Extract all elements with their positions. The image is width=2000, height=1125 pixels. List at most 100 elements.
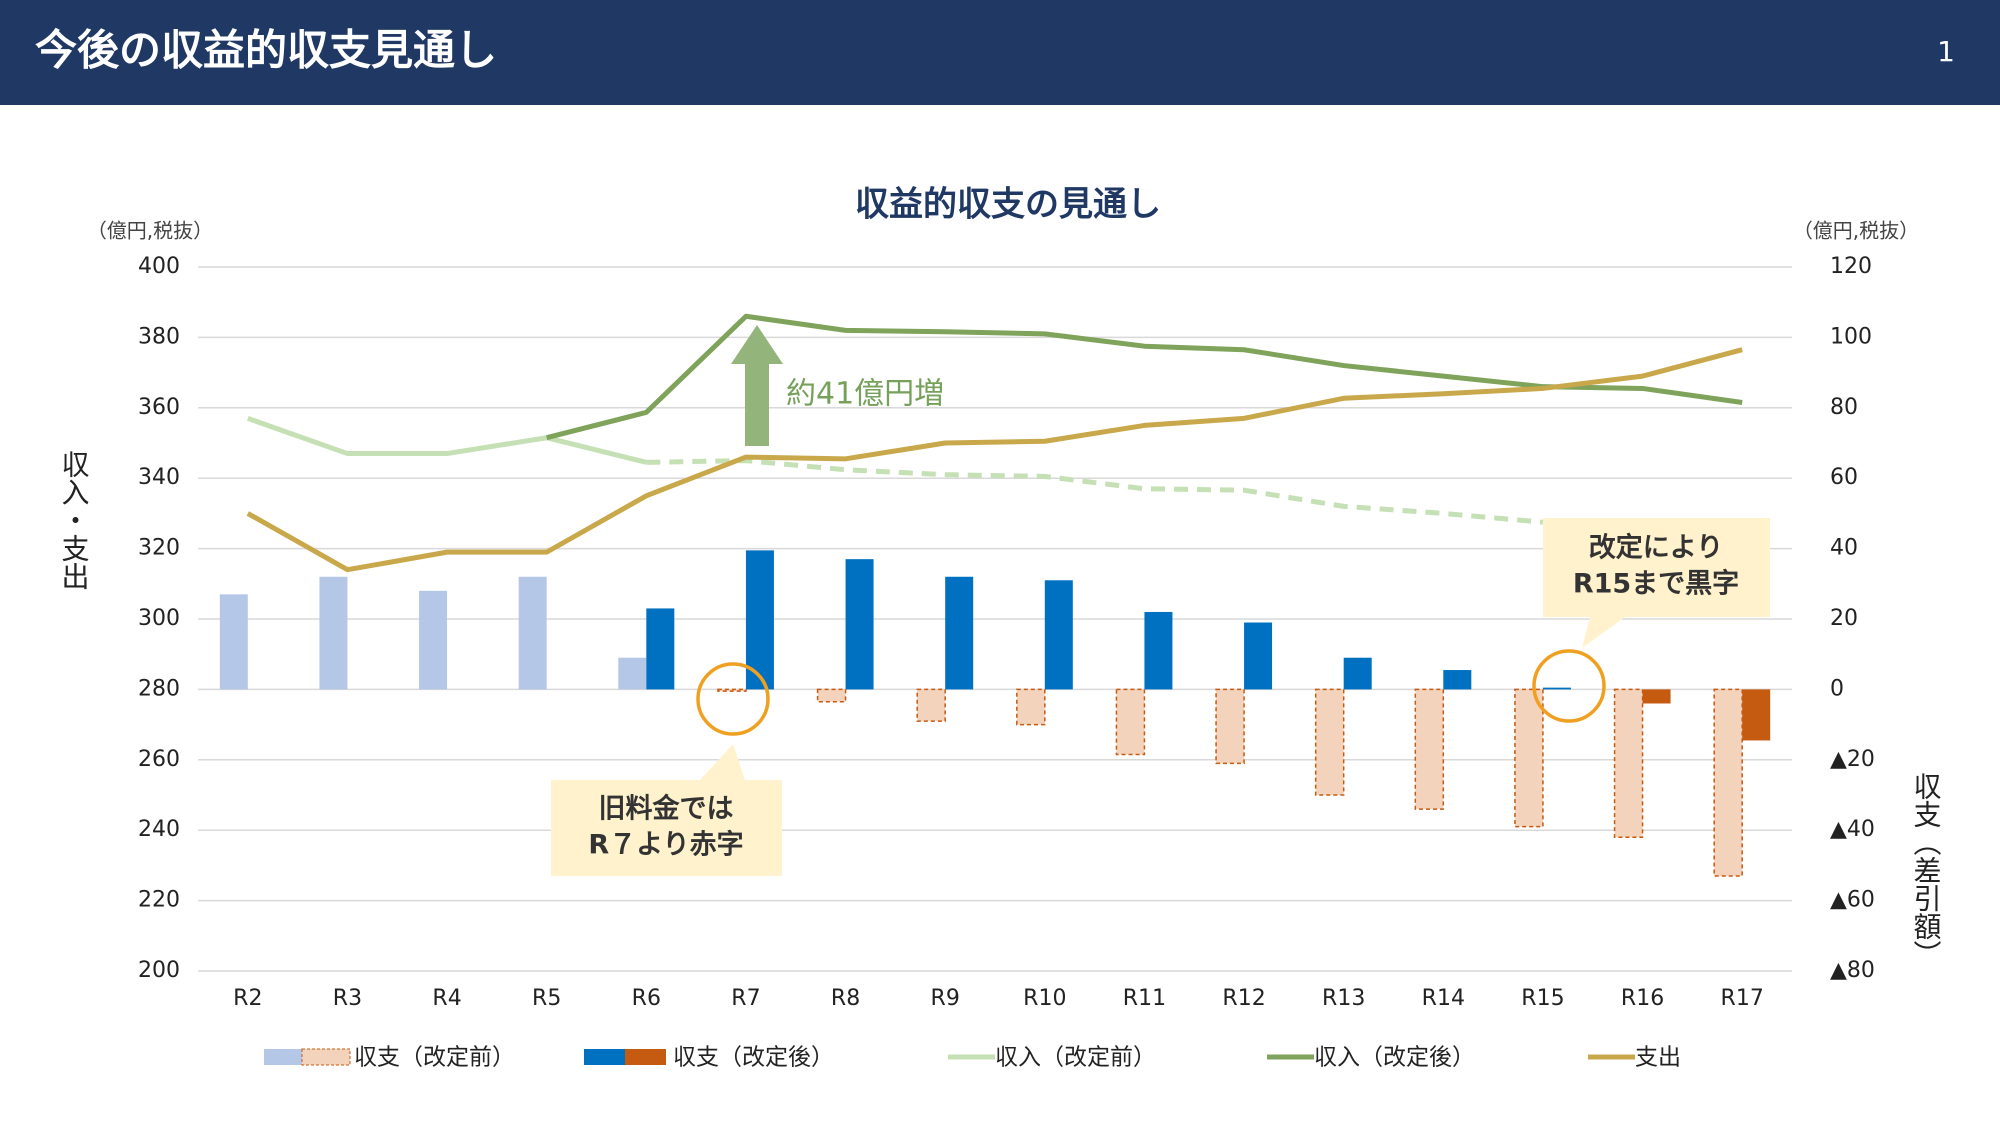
y-unit: （億円,税抜） bbox=[87, 219, 213, 243]
x-tick-label: R8 bbox=[831, 986, 860, 1011]
y2-tick-label: 40 bbox=[1830, 536, 1858, 561]
bar bbox=[646, 608, 675, 690]
x-tick-label: R17 bbox=[1721, 986, 1764, 1011]
legend-label: 支出 bbox=[1635, 1045, 1681, 1071]
y-tick-label: 340 bbox=[138, 465, 180, 490]
legend-swatch bbox=[584, 1049, 625, 1065]
y2-tick-label: 120 bbox=[1830, 254, 1872, 279]
bar bbox=[518, 576, 547, 690]
y-tick-label: 380 bbox=[138, 324, 180, 349]
bar bbox=[1215, 688, 1245, 765]
y-tick-label: 260 bbox=[138, 747, 180, 772]
y-tick-label: 400 bbox=[138, 254, 180, 279]
plot: 200220240260280300320340360380400▲80▲60▲… bbox=[138, 254, 1875, 1011]
bar bbox=[1044, 580, 1073, 690]
bar bbox=[1613, 688, 1644, 838]
legend-swatch bbox=[301, 1048, 351, 1066]
highlight-circle bbox=[696, 662, 770, 736]
bar bbox=[1642, 689, 1671, 704]
page-number: 1 bbox=[1937, 35, 1955, 68]
x-tick-label: R6 bbox=[632, 986, 661, 1011]
x-tick-label: R12 bbox=[1222, 986, 1265, 1011]
bar bbox=[1414, 688, 1445, 810]
bar bbox=[916, 688, 946, 722]
callout bbox=[1543, 518, 1770, 648]
bar bbox=[945, 576, 974, 690]
y2-tick-label: 60 bbox=[1830, 465, 1858, 490]
slide-title: 今後の収益的収支見通し bbox=[35, 26, 497, 75]
x-tick-label: R15 bbox=[1521, 986, 1564, 1011]
bar bbox=[717, 688, 747, 692]
legend-label: 収支（改定後） bbox=[673, 1045, 834, 1071]
legend-label: 収支（改定前） bbox=[354, 1045, 515, 1071]
legend-swatch bbox=[264, 1049, 302, 1065]
chart-title: 収益的収支の見通し bbox=[855, 185, 1161, 225]
bar bbox=[319, 576, 348, 690]
legend-label: 収入（改定前） bbox=[995, 1045, 1156, 1071]
legend: 収支（改定前） 収支（改定後） 収入（改定前） 収入（改定後） 支出 bbox=[264, 1045, 1681, 1071]
y-tick-label: 240 bbox=[138, 817, 180, 842]
x-tick-label: R11 bbox=[1123, 986, 1166, 1011]
callout-text: R15まで黒字 bbox=[1573, 568, 1739, 600]
y2-tick-label: 100 bbox=[1830, 324, 1872, 349]
x-tick-label: R9 bbox=[931, 986, 960, 1011]
y2-tick-label: 0 bbox=[1830, 676, 1844, 701]
y2-tick-label: ▲20 bbox=[1830, 747, 1875, 772]
line bbox=[246, 416, 647, 465]
y-tick-label: 360 bbox=[138, 395, 180, 420]
y2-axis-label: 収支（差引額） bbox=[1910, 772, 1943, 968]
bar bbox=[1343, 657, 1372, 690]
y-tick-label: 320 bbox=[138, 536, 180, 561]
bar bbox=[1016, 688, 1046, 726]
bar bbox=[816, 688, 847, 703]
y-axis-label: 収入・支出 bbox=[58, 450, 91, 590]
bar bbox=[1144, 611, 1173, 690]
x-tick-label: R5 bbox=[532, 986, 561, 1011]
x-tick-label: R7 bbox=[731, 986, 760, 1011]
line bbox=[246, 347, 1743, 573]
bar bbox=[1713, 688, 1743, 877]
y-tick-label: 200 bbox=[138, 958, 180, 983]
line bbox=[546, 313, 1743, 441]
bar bbox=[1542, 687, 1571, 690]
callout-text: R７より赤字 bbox=[588, 829, 743, 861]
callout-text: 改定により bbox=[1589, 532, 1723, 564]
y2-tick-label: ▲40 bbox=[1830, 817, 1875, 842]
legend-label: 収入（改定後） bbox=[1314, 1045, 1475, 1071]
y-tick-label: 220 bbox=[138, 888, 180, 913]
x-tick-label: R2 bbox=[233, 986, 262, 1011]
increase-arrow bbox=[731, 325, 783, 446]
bar bbox=[1443, 670, 1472, 690]
y2-tick-label: 80 bbox=[1830, 395, 1858, 420]
bar bbox=[1244, 622, 1273, 690]
bar bbox=[1115, 688, 1146, 756]
bar bbox=[1514, 688, 1544, 828]
y2-tick-label: ▲60 bbox=[1830, 888, 1875, 913]
y-tick-label: 300 bbox=[138, 606, 180, 631]
bar bbox=[745, 550, 774, 690]
x-tick-label: R13 bbox=[1322, 986, 1365, 1011]
y2-tick-label: ▲80 bbox=[1830, 958, 1875, 983]
callout-text: 旧料金では bbox=[599, 793, 734, 825]
line bbox=[646, 458, 1544, 525]
callout bbox=[551, 744, 782, 876]
bar bbox=[845, 559, 874, 690]
bar bbox=[1314, 688, 1345, 796]
y-tick-label: 280 bbox=[138, 676, 180, 701]
bar bbox=[219, 594, 248, 690]
bar bbox=[1742, 689, 1771, 741]
x-tick-label: R14 bbox=[1422, 986, 1465, 1011]
x-tick-label: R16 bbox=[1621, 986, 1664, 1011]
bar bbox=[419, 590, 448, 690]
annotation: 約41億円増 bbox=[786, 377, 944, 412]
header-bar bbox=[0, 0, 2000, 105]
legend-swatch bbox=[625, 1049, 666, 1065]
y2-unit: （億円,税抜） bbox=[1793, 219, 1919, 243]
highlight-circle bbox=[1532, 649, 1606, 723]
y2-tick-label: 20 bbox=[1830, 606, 1858, 631]
x-tick-label: R3 bbox=[333, 986, 362, 1011]
x-tick-label: R10 bbox=[1023, 986, 1066, 1011]
bar bbox=[618, 657, 647, 690]
